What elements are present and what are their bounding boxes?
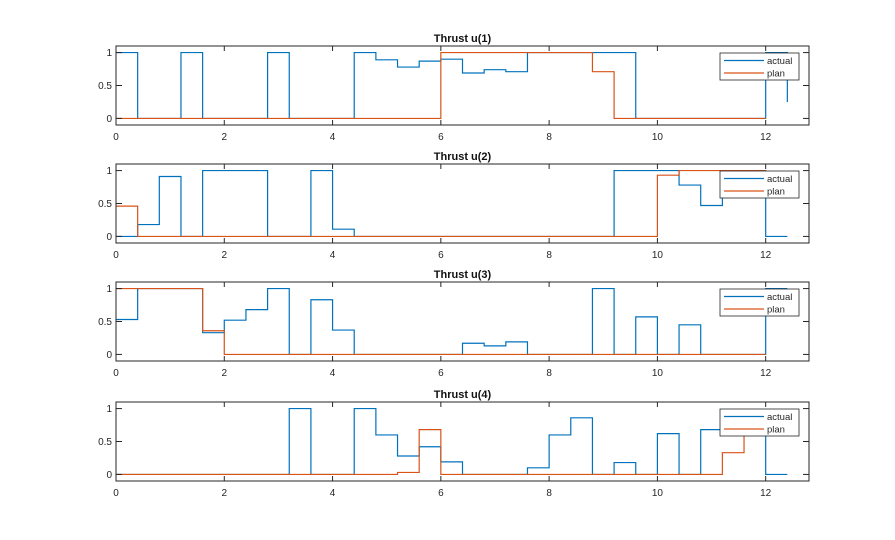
series-line-plan — [116, 287, 766, 356]
chart-title: Thrust u(2) — [434, 151, 492, 163]
x-tick-label: 12 — [760, 250, 772, 261]
x-tick-label: 6 — [438, 488, 444, 499]
subplot-2: 0 2 4 6 8 10 12 0 0.5 1 Thrust u(2) actual plan — [98, 151, 810, 261]
y-tick-label: 0.5 — [98, 437, 112, 448]
series-group — [116, 287, 788, 356]
x-tick-label: 12 — [760, 132, 772, 143]
x-tick-label: 8 — [546, 368, 552, 379]
series-line-plan — [116, 51, 766, 120]
legend-box — [719, 52, 800, 81]
y-tick-label: 0 — [106, 232, 112, 243]
subplot-3: 0 2 4 6 8 10 12 0 0.5 1 Thrust u(3) actual plan — [98, 269, 810, 379]
legend-box — [719, 408, 800, 437]
x-tick-label: 6 — [438, 132, 444, 143]
x-tick-label: 12 — [760, 488, 772, 499]
legend-box — [719, 288, 800, 317]
x-tick-label: 4 — [330, 250, 336, 261]
x-tick-label: 4 — [330, 368, 336, 379]
plot-area — [116, 46, 809, 125]
x-tick-label: 0 — [113, 250, 119, 261]
legend: actual plan — [719, 288, 800, 317]
x-tick-label: 4 — [330, 132, 336, 143]
x-tick-label: 12 — [760, 368, 772, 379]
legend-label-actual: actual — [767, 412, 792, 423]
y-tick-label: 0 — [106, 470, 112, 481]
subplot-4: 0 2 4 6 8 10 12 0 0.5 1 Thrust u(4) actual plan — [98, 389, 810, 499]
legend-box — [719, 170, 800, 199]
x-tick-label: 4 — [330, 488, 336, 499]
x-tick-label: 6 — [438, 368, 444, 379]
series-group — [116, 407, 788, 476]
legend-label-plan: plan — [767, 187, 785, 198]
y-tick-label: 0.5 — [98, 81, 112, 92]
subplot-1: 0 2 4 6 8 10 12 0 0.5 1 Thrust u(1) actual plan — [98, 33, 810, 143]
x-tick-label: 10 — [652, 488, 664, 499]
x-tick-label: 0 — [113, 488, 119, 499]
series-line-plan — [116, 424, 766, 476]
legend: actual plan — [719, 52, 800, 81]
x-tick-label: 2 — [222, 132, 228, 143]
x-tick-label: 10 — [652, 250, 664, 261]
series-line-plan — [116, 169, 766, 238]
x-tick-label: 8 — [546, 132, 552, 143]
y-tick-label: 1 — [106, 284, 112, 295]
legend-label-actual: actual — [767, 56, 792, 67]
x-tick-label: 10 — [652, 132, 664, 143]
y-tick-label: 1 — [106, 48, 112, 59]
legend-label-plan: plan — [767, 305, 785, 316]
chart-title: Thrust u(1) — [434, 33, 492, 45]
x-tick-label: 2 — [222, 250, 228, 261]
legend-label-plan: plan — [767, 69, 785, 80]
x-tick-label: 8 — [546, 250, 552, 261]
chart-title: Thrust u(4) — [434, 389, 492, 401]
y-tick-label: 0.5 — [98, 317, 112, 328]
y-tick-label: 0 — [106, 114, 112, 125]
legend-label-actual: actual — [767, 174, 792, 185]
x-tick-label: 10 — [652, 368, 664, 379]
legend: actual plan — [719, 170, 800, 199]
x-tick-label: 2 — [222, 368, 228, 379]
x-tick-label: 0 — [113, 132, 119, 143]
x-tick-label: 8 — [546, 488, 552, 499]
y-tick-label: 1 — [106, 404, 112, 415]
legend-label-plan: plan — [767, 425, 785, 436]
plot-area — [116, 164, 809, 243]
series-group — [116, 51, 788, 120]
x-tick-label: 0 — [113, 368, 119, 379]
x-tick-label: 6 — [438, 250, 444, 261]
y-tick-label: 1 — [106, 166, 112, 177]
x-tick-label: 2 — [222, 488, 228, 499]
legend: actual plan — [719, 408, 800, 437]
y-tick-label: 0.5 — [98, 199, 112, 210]
series-group — [116, 169, 788, 238]
chart-title: Thrust u(3) — [434, 269, 492, 281]
legend-label-actual: actual — [767, 292, 792, 303]
y-tick-label: 0 — [106, 350, 112, 361]
